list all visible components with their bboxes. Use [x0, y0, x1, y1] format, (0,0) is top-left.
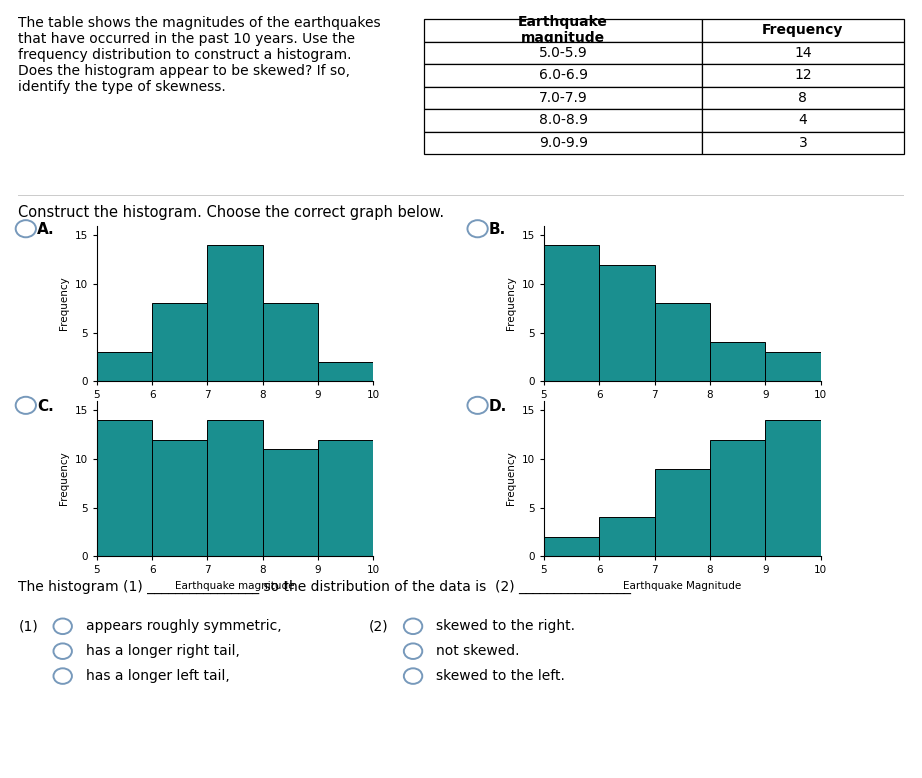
Bar	[599, 265, 655, 381]
Text: B.: B.	[489, 222, 506, 237]
X-axis label: Earthquake magnitude: Earthquake magnitude	[622, 406, 742, 415]
Text: has a longer left tail,: has a longer left tail,	[86, 669, 230, 683]
Text: The table shows the magnitudes of the earthquakes
that have occurred in the past: The table shows the magnitudes of the ea…	[18, 16, 381, 94]
Bar	[599, 517, 655, 556]
Text: skewed to the right.: skewed to the right.	[436, 619, 575, 633]
Bar	[765, 420, 821, 556]
Text: The histogram (1) ________________ so the distribution of the data is  (2) _____: The histogram (1) ________________ so th…	[18, 580, 632, 594]
Text: appears roughly symmetric,: appears roughly symmetric,	[86, 619, 281, 633]
X-axis label: Earthquake Magnitude: Earthquake Magnitude	[176, 406, 294, 415]
Y-axis label: Frequency: Frequency	[59, 276, 69, 331]
Y-axis label: Frequency: Frequency	[506, 276, 516, 331]
Text: D.: D.	[489, 398, 507, 414]
Text: has a longer right tail,: has a longer right tail,	[86, 644, 240, 658]
Bar	[318, 440, 373, 556]
Text: A.: A.	[37, 222, 54, 237]
Bar	[318, 362, 373, 381]
Bar	[152, 303, 207, 381]
Bar	[710, 440, 765, 556]
Bar	[207, 245, 263, 381]
Bar	[544, 245, 599, 381]
Text: Construct the histogram. Choose the correct graph below.: Construct the histogram. Choose the corr…	[18, 205, 444, 220]
Bar	[655, 468, 710, 556]
Text: (1): (1)	[18, 619, 38, 633]
Bar	[710, 342, 765, 381]
Bar	[97, 420, 152, 556]
Bar	[152, 440, 207, 556]
Text: (2): (2)	[369, 619, 388, 633]
Bar	[655, 303, 710, 381]
Text: C.: C.	[37, 398, 53, 414]
Y-axis label: Frequency: Frequency	[59, 451, 69, 506]
Text: not skewed.: not skewed.	[436, 644, 520, 658]
X-axis label: Earthquake magnitude: Earthquake magnitude	[175, 581, 295, 591]
X-axis label: Earthquake Magnitude: Earthquake Magnitude	[623, 581, 741, 591]
Bar	[263, 303, 318, 381]
Bar	[263, 450, 318, 556]
Bar	[544, 537, 599, 556]
Bar	[765, 352, 821, 381]
Bar	[97, 352, 152, 381]
Y-axis label: Frequency: Frequency	[506, 451, 516, 506]
Text: skewed to the left.: skewed to the left.	[436, 669, 565, 683]
Bar	[207, 420, 263, 556]
